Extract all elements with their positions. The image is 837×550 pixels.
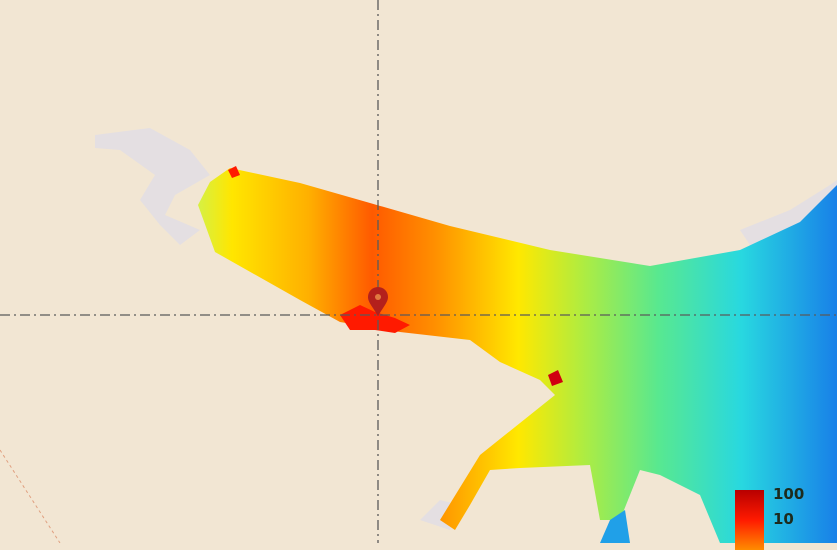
legend-label-max: 100	[773, 485, 805, 503]
heatmap-plume	[198, 168, 837, 543]
legend-label-mid: 10	[773, 510, 794, 528]
boundary-line	[0, 449, 61, 543]
legend-color-bar	[735, 490, 764, 550]
map-pin-icon[interactable]	[368, 287, 388, 316]
heatmap-legend: 100 10	[735, 485, 837, 550]
heatmap-hotspots	[228, 166, 630, 543]
